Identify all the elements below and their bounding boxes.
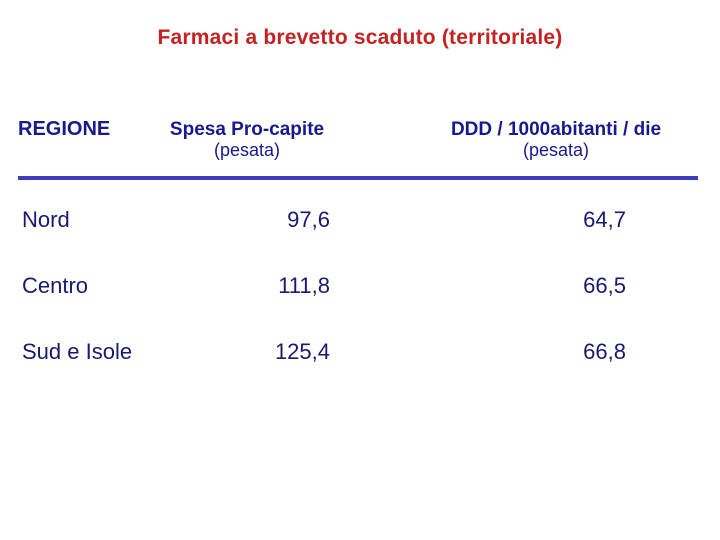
ddd-per-1000-die-cell: 66,8 [583,339,626,364]
region-cell: Nord [22,207,70,232]
region-cell: Sud e Isole [22,339,133,364]
column-header-regione: REGIONE [18,119,110,140]
table-row: Centro 111,8 66,5 [0,274,720,298]
page-title: Farmaci a brevetto scaduto (territoriale… [157,26,563,49]
header-divider-rule [18,176,698,180]
table-row: Nord 97,6 64,7 [0,208,720,232]
spesa-pro-capite-cell: 125,4 [274,339,330,364]
column-header-ddd: DDD / 1000abitanti / die (pesata) [451,119,661,160]
column-header-spesa-sublabel: (pesata) [213,140,281,160]
spesa-pro-capite-cell: 97,6 [287,207,330,232]
region-cell: Centro [22,273,89,298]
column-header-regione-label: REGIONE [18,118,111,140]
column-header-spesa-label: Spesa Pro-capite [169,119,325,140]
column-header-spesa-pro-capite: Spesa Pro-capite (pesata) [170,119,324,160]
ddd-per-1000-die-cell: 64,7 [583,207,626,232]
table-row: Sud e Isole 125,4 66,8 [0,340,720,364]
column-header-ddd-sublabel: (pesata) [522,140,590,160]
column-header-ddd-label: DDD / 1000abitanti / die [450,119,662,140]
spesa-pro-capite-cell: 111,8 [278,273,330,298]
ddd-per-1000-die-cell: 66,5 [583,273,626,298]
